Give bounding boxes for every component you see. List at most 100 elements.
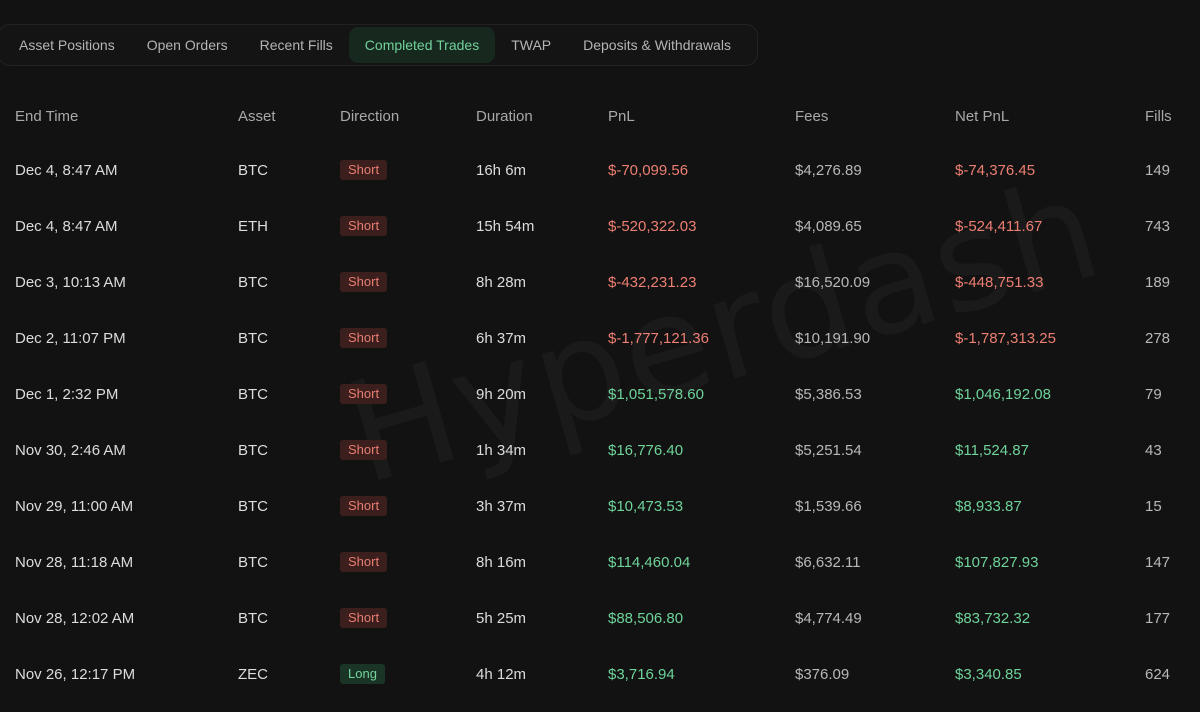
table-row[interactable]: Dec 4, 8:47 AM ETH Short 15h 54m $-520,322.0… [0,198,1200,254]
cell-duration: 5h 25m [476,609,527,627]
cell-duration: 3h 37m [476,497,527,515]
cell-net-pnl: $11,524.87 [955,441,1029,459]
cell-direction: Long [340,664,385,684]
table-row[interactable]: Dec 4, 8:47 AM BTC Short 16h 6m $-70,099.56 $… [0,142,1200,198]
cell-end-time: Dec 2, 11:07 PM [15,329,126,347]
cell-net-pnl: $8,933.87 [955,497,1022,515]
cell-direction: Short [340,272,388,292]
direction-badge: Short [340,496,388,516]
cell-end-time: Nov 29, 11:00 AM [15,497,134,515]
table-row[interactable]: Nov 30, 2:46 AM BTC Short 1h 34m $16,776.40 $… [0,422,1200,478]
cell-end-time: Dec 4, 8:47 AM [15,217,118,235]
direction-badge: Short [340,160,388,180]
cell-net-pnl: $-524,411.67 [955,217,1043,235]
tab-open-orders[interactable]: Open Orders [146,37,228,53]
table-row[interactable]: Dec 2, 11:07 PM BTC Short 6h 37m $-1,777,121… [0,310,1200,366]
cell-duration: 15h 54m [476,217,535,235]
cell-direction: Short [340,496,388,516]
cell-duration: 9h 20m [476,385,527,403]
cell-net-pnl: $1,046,192.08 [955,385,1051,403]
cell-fees: $1,539.66 [795,497,862,515]
cell-direction: Short [340,552,388,572]
cell-pnl: $1,051,578.60 [608,385,704,403]
direction-badge: Short [340,272,388,292]
cell-pnl: $10,473.53 [608,497,684,515]
cell-fills: 278 [1145,329,1171,347]
cell-pnl: $-520,322.03 [608,217,697,235]
tab-bar: Asset Positions Open Orders Recent Fills… [0,24,758,66]
cell-net-pnl: $107,827.93 [955,553,1039,571]
cell-direction: Short [340,328,388,348]
table-row[interactable]: Nov 26, 12:17 PM ZEC Long 4h 12m $3,716.94 $3… [0,646,1200,702]
cell-fills: 624 [1145,665,1171,683]
cell-asset: BTC [238,273,268,291]
cell-duration: 4h 12m [476,665,527,683]
cell-end-time: Dec 4, 8:47 AM [15,161,118,179]
cell-fees: $6,632.11 [795,553,861,571]
cell-asset: BTC [238,161,268,179]
cell-asset: BTC [238,553,268,571]
cell-fills: 147 [1145,553,1171,571]
cell-end-time: Nov 26, 12:17 PM [15,665,136,683]
cell-end-time: Dec 1, 2:32 PM [15,385,119,403]
cell-fees: $4,089.65 [795,217,862,235]
cell-fills: 15 [1145,497,1162,515]
direction-badge: Short [340,328,388,348]
header-end-time[interactable]: End Time [15,107,79,125]
table-row[interactable]: Nov 28, 11:18 AM BTC Short 8h 16m $114,460.0… [0,534,1200,590]
cell-fees: $4,276.89 [795,161,862,179]
header-asset[interactable]: Asset [238,107,276,125]
cell-duration: 6h 37m [476,329,527,347]
cell-net-pnl: $-448,751.33 [955,273,1044,291]
cell-duration: 1h 34m [476,441,527,459]
tab-recent-fills[interactable]: Recent Fills [259,37,333,53]
cell-fills: 79 [1145,385,1162,403]
cell-fees: $16,520.09 [795,273,871,291]
cell-pnl: $16,776.40 [608,441,684,459]
cell-net-pnl: $-74,376.45 [955,161,1036,179]
tab-asset-positions[interactable]: Asset Positions [19,37,115,53]
cell-pnl: $3,716.94 [608,665,675,683]
direction-badge: Long [340,664,385,684]
cell-direction: Short [340,216,388,236]
table-row[interactable]: Dec 1, 2:32 PM BTC Short 9h 20m $1,051,578.6… [0,366,1200,422]
cell-asset: BTC [238,329,268,347]
table-body: Dec 4, 8:47 AM BTC Short 16h 6m $-70,099.56 $… [0,142,1200,702]
tab-completed-trades[interactable]: Completed Trades [348,27,496,63]
header-direction[interactable]: Direction [340,107,400,125]
table-row[interactable]: Dec 3, 10:13 AM BTC Short 8h 28m $-432,231.2… [0,254,1200,310]
cell-direction: Short [340,384,388,404]
cell-fees: $5,386.53 [795,385,862,403]
cell-end-time: Dec 3, 10:13 AM [15,273,126,291]
cell-fills: 743 [1145,217,1171,235]
cell-direction: Short [340,160,388,180]
header-net-pnl[interactable]: Net PnL [955,107,1010,125]
cell-direction: Short [340,440,388,460]
direction-badge: Short [340,384,388,404]
cell-fills: 177 [1145,609,1171,627]
tab-deposits-withdrawals[interactable]: Deposits & Withdrawals [583,37,731,53]
cell-net-pnl: $83,732.32 [955,609,1031,627]
cell-fees: $376.09 [795,665,850,683]
cell-asset: BTC [238,441,268,459]
table-row[interactable]: Nov 29, 11:00 AM BTC Short 3h 37m $10,473.53… [0,478,1200,534]
cell-asset: ETH [238,217,268,235]
cell-direction: Short [340,608,388,628]
cell-fills: 149 [1145,161,1171,179]
header-fees[interactable]: Fees [795,107,829,125]
header-fills[interactable]: Fills [1145,107,1172,125]
cell-duration: 16h 6m [476,161,527,179]
table-row[interactable]: Nov 28, 12:02 AM BTC Short 5h 25m $88,506.80… [0,590,1200,646]
cell-pnl: $-1,777,121.36 [608,329,709,347]
direction-badge: Short [340,552,388,572]
header-duration[interactable]: Duration [476,107,533,125]
cell-pnl: $114,460.04 [608,553,691,571]
cell-duration: 8h 28m [476,273,527,291]
header-pnl[interactable]: PnL [608,107,635,125]
cell-pnl: $-70,099.56 [608,161,689,179]
table-header: End Time Asset Direction Duration PnL Fe… [0,90,1200,142]
direction-badge: Short [340,216,388,236]
tab-twap[interactable]: TWAP [511,37,552,53]
cell-end-time: Nov 28, 12:02 AM [15,609,135,627]
